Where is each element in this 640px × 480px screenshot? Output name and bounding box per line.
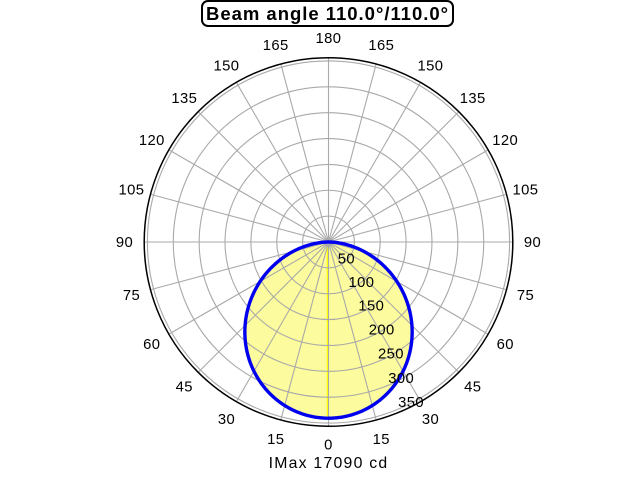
- svg-text:165: 165: [263, 38, 289, 54]
- svg-text:350: 350: [398, 395, 424, 411]
- svg-text:75: 75: [517, 288, 534, 304]
- svg-text:135: 135: [460, 91, 486, 107]
- svg-text:75: 75: [123, 288, 140, 304]
- svg-text:60: 60: [497, 337, 514, 353]
- svg-text:45: 45: [176, 379, 193, 395]
- svg-text:100: 100: [348, 275, 374, 291]
- svg-text:0: 0: [324, 438, 333, 454]
- svg-text:135: 135: [171, 91, 197, 107]
- svg-text:120: 120: [492, 133, 518, 149]
- svg-text:45: 45: [464, 379, 481, 395]
- svg-text:120: 120: [139, 133, 165, 149]
- svg-text:300: 300: [388, 371, 414, 387]
- svg-text:15: 15: [373, 432, 390, 448]
- svg-text:60: 60: [143, 337, 160, 353]
- svg-text:150: 150: [214, 59, 240, 75]
- svg-text:105: 105: [513, 182, 539, 198]
- svg-text:50: 50: [338, 252, 355, 268]
- svg-text:90: 90: [524, 235, 541, 251]
- svg-text:90: 90: [116, 235, 133, 251]
- svg-text:250: 250: [378, 347, 404, 363]
- svg-text:150: 150: [418, 59, 444, 75]
- svg-text:30: 30: [218, 412, 235, 428]
- svg-text:200: 200: [369, 323, 395, 339]
- svg-text:15: 15: [267, 432, 284, 448]
- svg-text:180: 180: [316, 31, 342, 47]
- svg-text:105: 105: [119, 182, 145, 198]
- svg-text:30: 30: [422, 412, 439, 428]
- svg-text:165: 165: [368, 38, 394, 54]
- svg-text:150: 150: [358, 299, 384, 315]
